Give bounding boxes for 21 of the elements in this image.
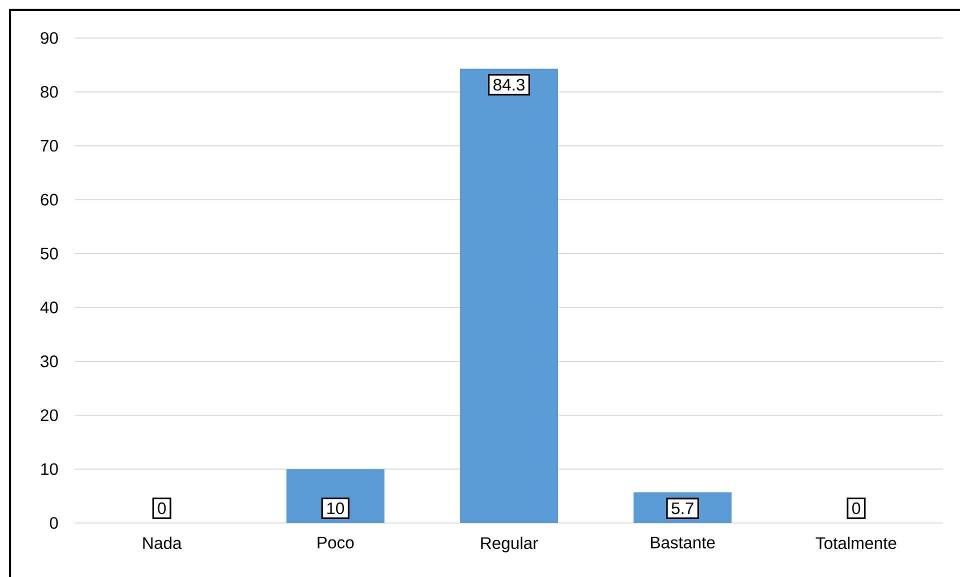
x-tick-label: Totalmente: [816, 536, 896, 550]
y-tick-label: 50: [40, 248, 58, 260]
x-tick-label: Bastante: [651, 536, 715, 548]
data-label: 0: [852, 502, 860, 514]
data-label: 84.3: [494, 78, 524, 91]
y-tick-label: 40: [40, 302, 58, 314]
x-tick-label: Poco: [318, 536, 354, 548]
x-tick-label: Nada: [143, 536, 182, 550]
y-tick-label: 60: [40, 194, 58, 206]
data-label: 0: [158, 502, 166, 514]
y-tick-label: 80: [40, 86, 58, 98]
bar: [460, 68, 558, 523]
y-tick-label: 30: [40, 355, 58, 368]
y-tick-label: 20: [40, 409, 58, 422]
x-tick-label: Regular: [481, 536, 538, 552]
y-tick-label: 10: [41, 463, 58, 476]
data-label: 5.7: [672, 502, 694, 514]
y-tick-label: 0: [50, 517, 58, 529]
y-tick-label: 70: [40, 140, 58, 152]
data-label: 10: [327, 502, 344, 514]
y-tick-label: 90: [40, 32, 58, 44]
